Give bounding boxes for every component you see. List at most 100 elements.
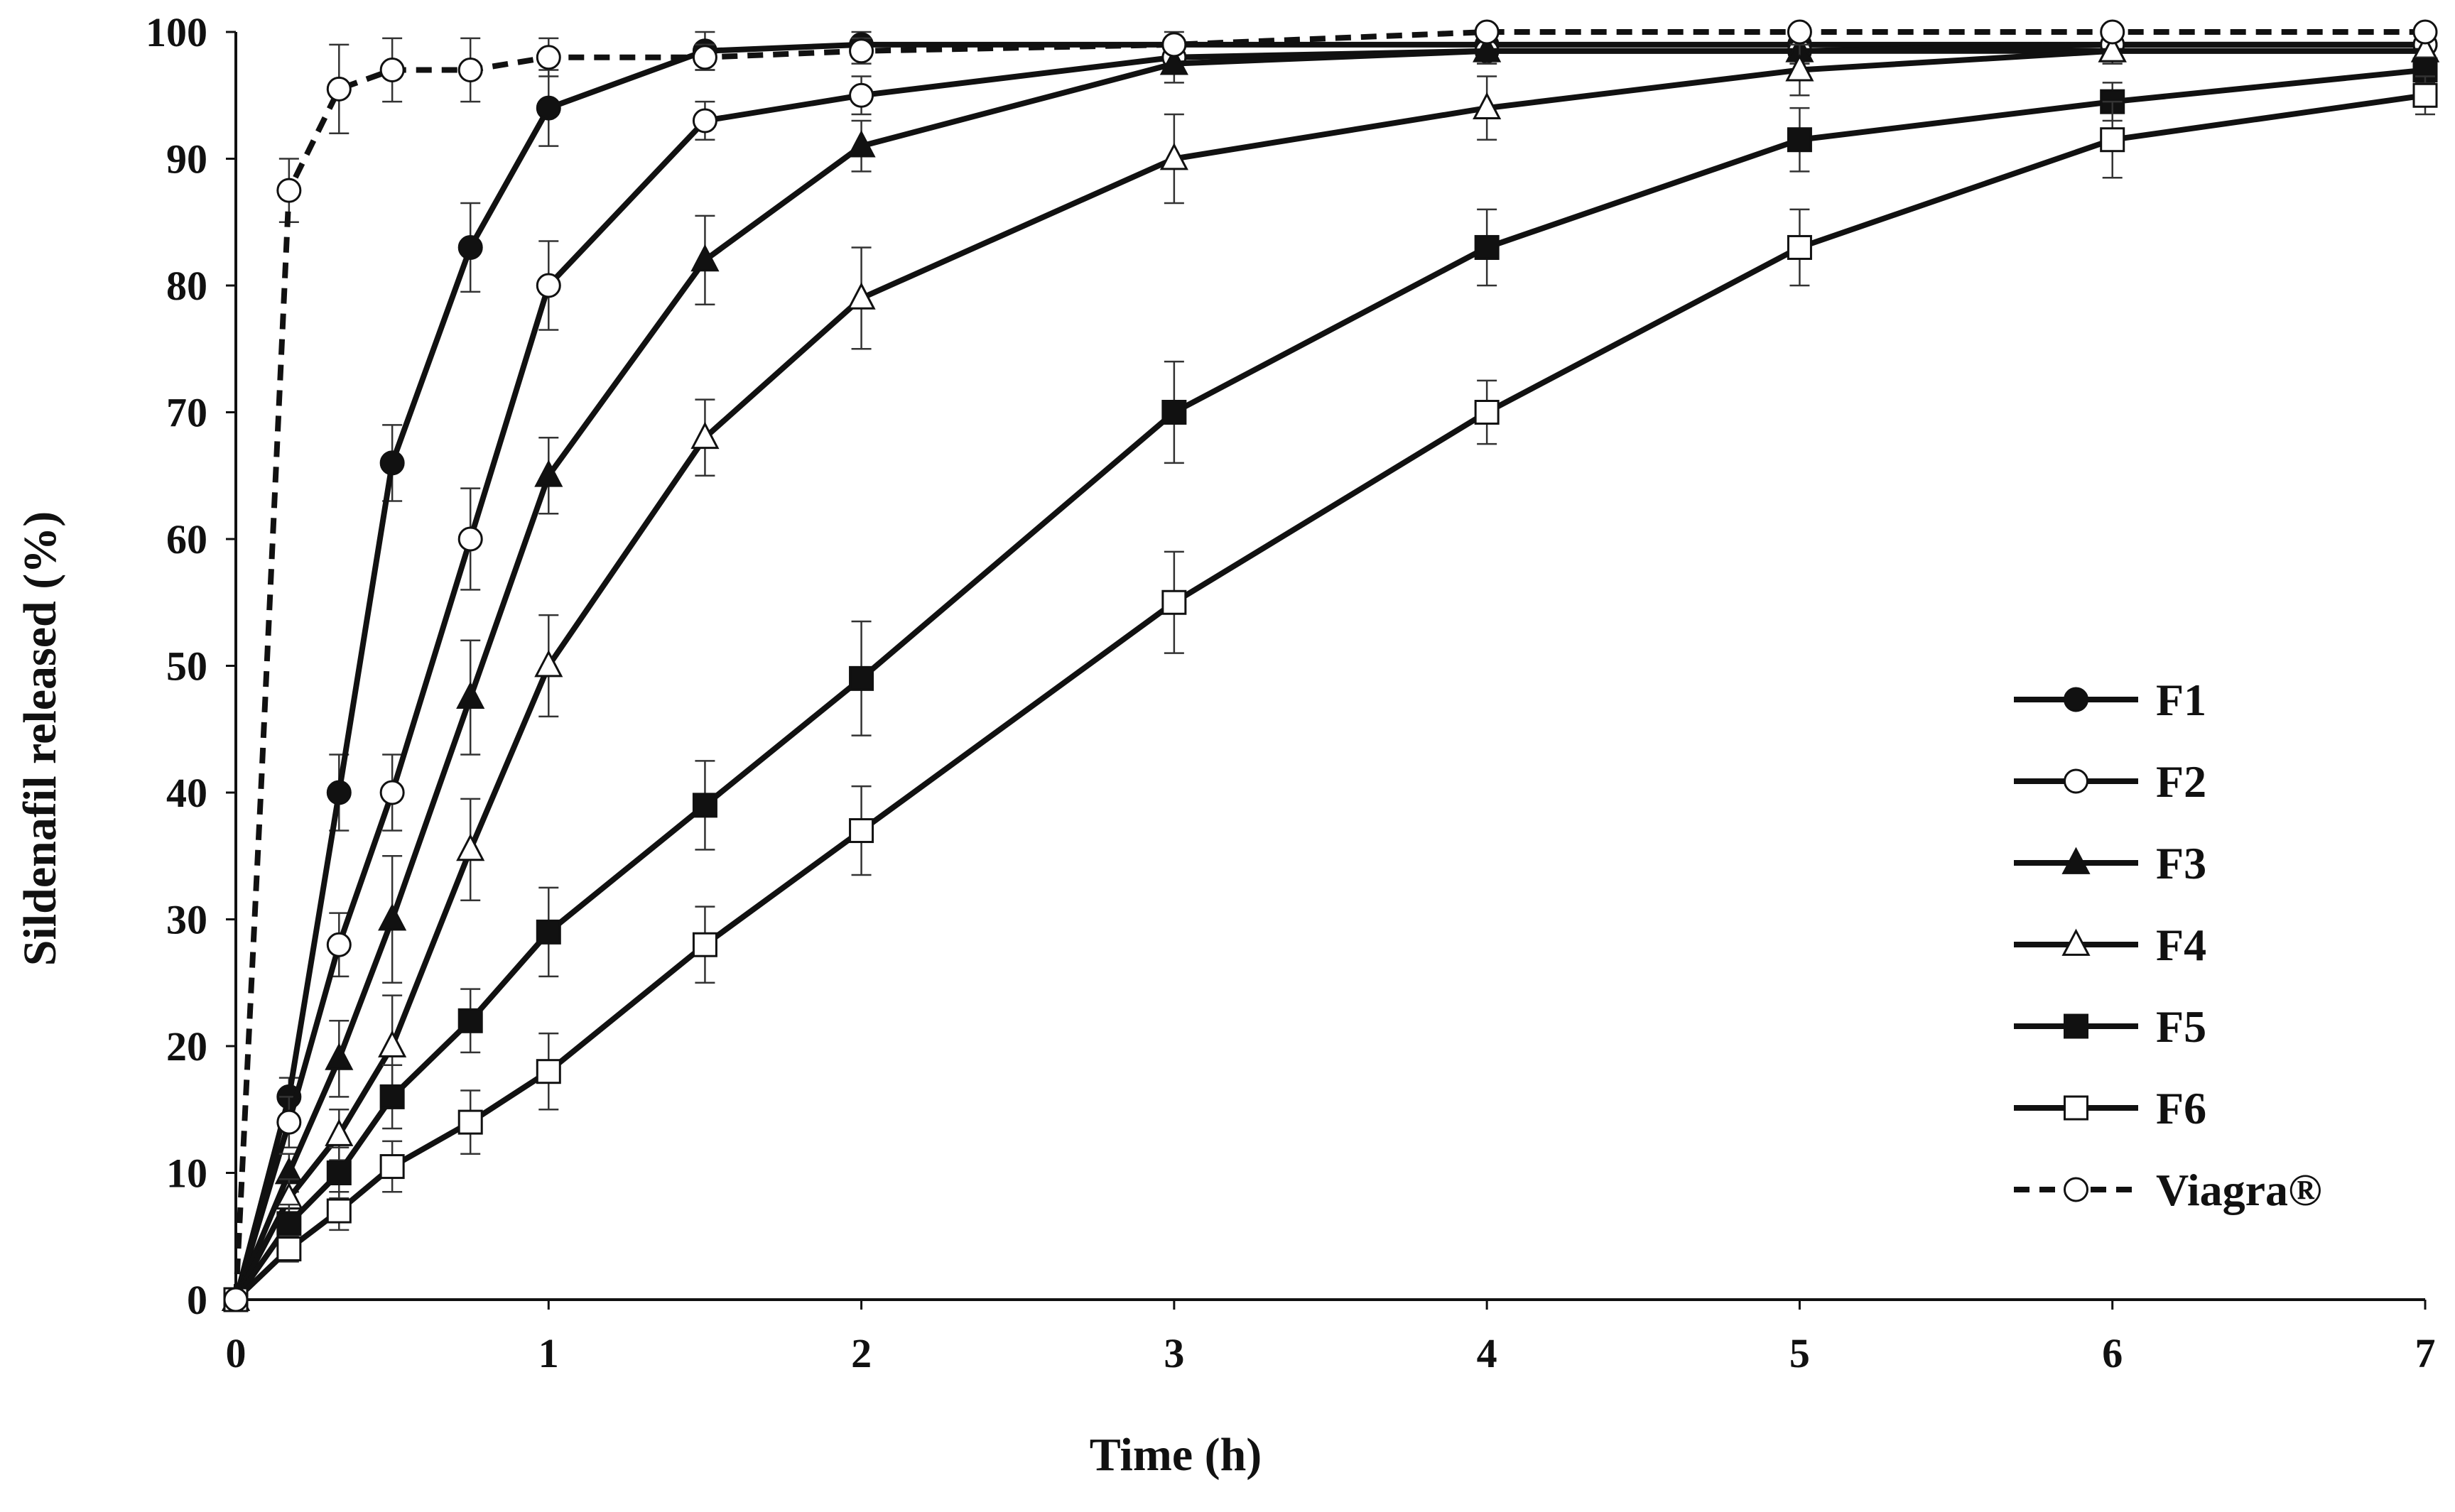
data-point	[690, 244, 720, 272]
legend-label: Viagra®	[2156, 1165, 2322, 1215]
data-point	[1159, 143, 1188, 170]
data-point	[2412, 19, 2438, 45]
data-point	[534, 459, 563, 487]
legend-label: F2	[2156, 756, 2206, 807]
data-point	[276, 178, 302, 203]
legend-marker	[2061, 847, 2091, 874]
data-point	[2100, 127, 2125, 153]
data-point	[536, 1059, 561, 1084]
legend-label: F5	[2156, 1001, 2206, 1052]
data-point	[378, 1030, 407, 1057]
data-point	[536, 273, 561, 298]
x-tick-label: 4	[1477, 1330, 1497, 1376]
data-point	[1474, 234, 1500, 260]
data-point	[1473, 35, 1502, 62]
x-tick-label: 2	[851, 1330, 872, 1376]
y-tick-label: 90	[166, 136, 207, 183]
y-tick-label: 30	[166, 897, 207, 943]
legend-item: Viagra®	[2014, 1165, 2322, 1215]
data-point	[847, 130, 876, 158]
data-point	[1161, 32, 1187, 58]
x-axis-title: Time (h)	[1090, 1429, 1262, 1481]
data-point	[379, 1154, 405, 1180]
legend-item: F2	[2014, 756, 2206, 807]
data-point	[692, 45, 717, 70]
data-point	[457, 526, 483, 552]
data-point	[326, 1198, 352, 1224]
data-point	[536, 95, 561, 121]
data-point	[456, 681, 485, 709]
data-point	[849, 82, 874, 108]
data-point	[849, 665, 874, 691]
series-viagra	[223, 19, 2438, 1312]
x-tick-label: 3	[1164, 1330, 1184, 1376]
data-point	[325, 1119, 354, 1146]
data-point	[326, 932, 352, 957]
data-point	[276, 1211, 302, 1236]
x-tick-label: 0	[226, 1330, 246, 1376]
x-tick-label: 5	[1789, 1330, 1810, 1376]
data-point	[690, 421, 720, 450]
data-point	[1473, 92, 1502, 119]
legend-label: F4	[2156, 920, 2206, 970]
y-tick-label: 80	[166, 263, 207, 309]
data-point	[2412, 82, 2438, 108]
series-f6	[223, 75, 2438, 1312]
legend-label: F1	[2156, 675, 2206, 725]
legend-marker	[2064, 1013, 2088, 1039]
data-point	[457, 234, 483, 260]
data-point	[1159, 48, 1188, 75]
data-point	[536, 919, 561, 945]
data-point	[457, 1109, 483, 1135]
data-point	[457, 58, 483, 83]
legend-item: F3	[2014, 838, 2206, 888]
data-point	[534, 650, 563, 678]
legend-label: F6	[2156, 1083, 2206, 1133]
data-point	[849, 818, 874, 844]
data-point	[692, 932, 717, 957]
data-point	[1785, 54, 1814, 82]
data-point	[326, 780, 352, 805]
data-point	[379, 780, 405, 805]
legend-item: F5	[2014, 1001, 2206, 1052]
data-point	[1787, 234, 1812, 260]
x-tick-label: 1	[538, 1330, 559, 1376]
series-group	[221, 19, 2440, 1312]
y-tick-label: 10	[166, 1151, 207, 1197]
y-tick-label: 70	[166, 390, 207, 436]
x-tick-label: 6	[2102, 1330, 2123, 1376]
legend: F1 F2 F3 F4 F5 F6 Viagra®	[2014, 675, 2322, 1215]
legend-marker	[2064, 687, 2088, 712]
data-point	[276, 1236, 302, 1262]
data-point	[2100, 19, 2125, 45]
data-point	[692, 793, 717, 818]
y-tick-label: 0	[187, 1277, 207, 1323]
y-tick-label: 20	[166, 1023, 207, 1070]
data-point	[1474, 400, 1500, 425]
data-point	[457, 1008, 483, 1033]
legend-item: F1	[2014, 675, 2206, 725]
data-point	[325, 1043, 354, 1070]
y-tick-label: 100	[146, 9, 207, 55]
legend-item: F4	[2014, 920, 2206, 970]
data-point	[379, 58, 405, 83]
data-point	[2098, 35, 2127, 62]
legend-marker	[2064, 768, 2088, 794]
data-point	[1787, 127, 1812, 153]
data-point	[276, 1109, 302, 1135]
legend-marker	[2064, 1177, 2088, 1202]
x-tick-label: 7	[2415, 1330, 2436, 1376]
y-tick-label: 50	[166, 643, 207, 690]
data-point	[326, 76, 352, 102]
y-tick-label: 40	[166, 770, 207, 816]
legend-marker	[2061, 928, 2091, 956]
data-point	[456, 833, 485, 861]
legend-label: F3	[2156, 838, 2206, 888]
y-axis-title: Sildenafil released (%)	[14, 511, 66, 966]
legend-marker	[2064, 1095, 2088, 1121]
data-point	[692, 108, 717, 134]
data-point	[1474, 19, 1500, 45]
